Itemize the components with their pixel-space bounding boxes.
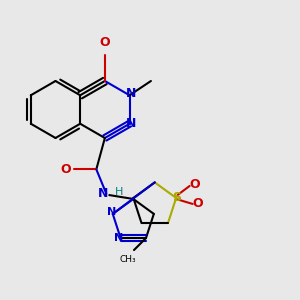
Text: N: N bbox=[126, 117, 136, 130]
Text: O: O bbox=[190, 178, 200, 191]
Text: N: N bbox=[126, 87, 136, 100]
Text: N: N bbox=[106, 207, 116, 218]
Text: CH₃: CH₃ bbox=[120, 254, 136, 263]
Text: N: N bbox=[115, 233, 124, 243]
Text: O: O bbox=[100, 36, 110, 49]
Text: H: H bbox=[115, 187, 123, 197]
Text: O: O bbox=[193, 197, 203, 210]
Text: S: S bbox=[172, 191, 181, 204]
Text: N: N bbox=[98, 187, 108, 200]
Text: O: O bbox=[61, 163, 71, 176]
